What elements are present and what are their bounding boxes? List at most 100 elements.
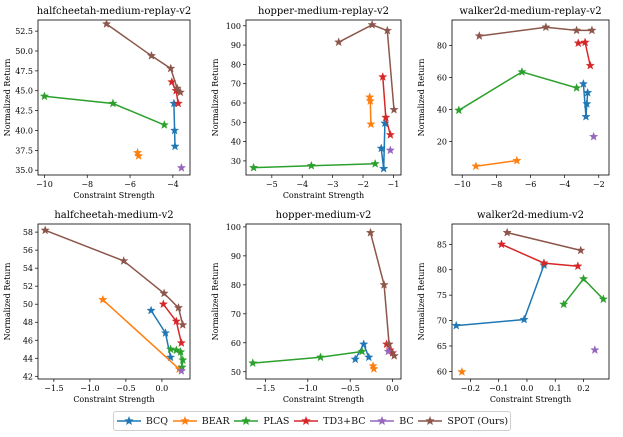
data-point <box>382 25 392 35</box>
series-line <box>475 159 517 167</box>
data-point <box>385 129 395 139</box>
data-point <box>166 63 176 73</box>
y-tick-label: 58 <box>23 228 33 237</box>
legend-label-plas: PLAS <box>263 415 290 427</box>
data-point <box>101 19 112 28</box>
data-point <box>369 363 379 373</box>
data-point <box>519 314 529 324</box>
data-point <box>585 60 595 70</box>
y-tick-label: 40 <box>437 105 447 114</box>
y-tick-label: 80 <box>437 266 447 275</box>
series-plas <box>39 91 169 129</box>
data-point <box>165 344 176 354</box>
y-tick-label: 70 <box>231 80 241 89</box>
x-tick-label: −0.5 <box>340 384 359 393</box>
x-tick-label: −10 <box>36 180 53 189</box>
data-point <box>175 87 186 97</box>
data-point <box>457 367 467 376</box>
series-bcq <box>169 98 180 151</box>
y-tick-label: 90 <box>231 252 241 261</box>
data-point <box>359 339 369 349</box>
x-tick-label: −1.5 <box>256 384 275 393</box>
x-tick-label: −1 <box>388 180 400 189</box>
y-tick-label: 50 <box>231 118 241 127</box>
data-point <box>39 91 50 101</box>
y-tick-label: 50 <box>23 300 33 309</box>
data-point <box>108 98 118 108</box>
legend-item-spot: SPOT (Ours) <box>417 415 508 427</box>
data-point <box>365 227 376 237</box>
data-point <box>173 302 184 312</box>
data-point <box>379 279 389 289</box>
data-point <box>578 274 589 283</box>
data-point <box>389 350 399 360</box>
series-spot-ours <box>101 19 186 97</box>
x-axis-label: Constraint Strength <box>283 191 364 200</box>
y-tick-label: 60 <box>231 99 241 108</box>
y-tick-label: 52.5 <box>15 27 33 36</box>
chart-title: halfcheetah-medium-replay-v2 <box>37 6 192 17</box>
legend-swatch-bc <box>370 415 395 426</box>
chart-title: walker2d-medium-v2 <box>477 210 584 221</box>
y-tick-label: 80 <box>231 281 241 290</box>
series-plas <box>248 158 380 172</box>
y-axis-label: Normalized Return <box>417 263 426 341</box>
plot-area <box>245 19 402 176</box>
data-point <box>178 355 188 365</box>
legend-marker <box>179 415 190 426</box>
x-axis-label: Constraint Strength <box>73 395 154 404</box>
data-point <box>176 162 187 172</box>
data-point <box>119 256 129 265</box>
x-tick-label: −8 <box>81 180 93 189</box>
legend-item-bc: BC <box>369 415 414 427</box>
legend-marker <box>377 415 388 426</box>
data-point <box>171 345 181 355</box>
data-point <box>370 158 380 168</box>
data-point <box>454 105 464 115</box>
series-bc <box>590 345 600 354</box>
data-point <box>576 245 586 255</box>
series-line <box>102 299 180 370</box>
series-bear <box>368 361 379 373</box>
series-bc <box>176 366 186 375</box>
data-point <box>146 50 157 60</box>
data-point <box>581 111 591 121</box>
y-tick-label: 90 <box>231 41 241 50</box>
y-tick-label: 30 <box>231 157 241 166</box>
x-tick-label: −3 <box>327 180 339 189</box>
data-point <box>365 96 375 106</box>
panel-walker2d-medium-v2: walker2d-medium-v2 −0.2 −0.1 0.0 0.1 0.2 60 65 7… <box>417 210 610 404</box>
data-point <box>133 151 144 160</box>
series-plas <box>559 274 608 309</box>
data-point <box>517 67 527 76</box>
data-point <box>583 87 593 97</box>
y-axis-label: Normalized Return <box>417 59 426 137</box>
series-td3-bc <box>378 72 395 139</box>
y-tick-label: 35.0 <box>15 166 33 175</box>
data-point <box>451 320 461 330</box>
x-tick-label: 0.2 <box>577 384 590 393</box>
data-point <box>173 98 183 108</box>
series-bear <box>365 92 376 129</box>
series-line <box>369 232 395 357</box>
x-tick-label: 0.1 <box>549 384 562 393</box>
data-point <box>367 19 377 29</box>
y-tick-label: 37.5 <box>15 146 33 155</box>
data-point <box>306 160 316 170</box>
legend-swatch-td3bc <box>294 415 319 426</box>
series-bcq <box>350 339 374 364</box>
data-point <box>98 294 108 304</box>
data-point <box>573 261 583 271</box>
data-point <box>171 316 181 326</box>
y-tick-label: 40.0 <box>15 126 33 135</box>
data-point <box>40 225 50 235</box>
data-point <box>571 83 582 92</box>
y-tick-label: 40 <box>231 138 241 147</box>
chart-title: hopper-medium-v2 <box>276 210 372 221</box>
x-tick-label: −5 <box>266 180 278 189</box>
x-tick-label: −4 <box>296 180 308 189</box>
x-tick-label: 0.0 <box>156 384 169 393</box>
series-line <box>479 26 592 37</box>
data-point <box>146 305 156 315</box>
data-point <box>389 104 399 114</box>
